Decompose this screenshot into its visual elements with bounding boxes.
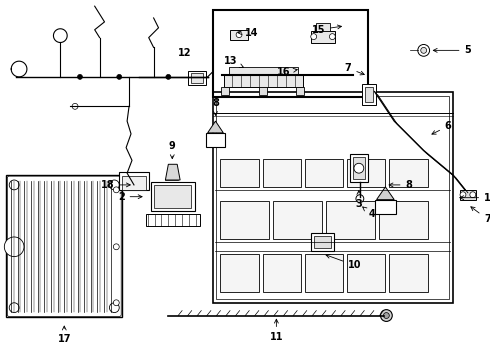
Circle shape [418, 45, 430, 56]
Circle shape [354, 163, 364, 173]
Text: 7: 7 [471, 207, 490, 224]
Bar [350, 154, 368, 182]
Text: 8: 8 [389, 180, 413, 190]
Circle shape [460, 192, 466, 198]
Text: 1: 1 [460, 193, 490, 203]
Circle shape [117, 75, 122, 79]
Bar [230, 30, 248, 40]
Bar [217, 95, 449, 299]
Text: 9: 9 [169, 141, 175, 159]
Circle shape [421, 48, 427, 53]
Circle shape [109, 180, 119, 190]
Circle shape [356, 195, 364, 203]
Bar [347, 159, 385, 186]
Bar [305, 254, 343, 292]
Text: 8: 8 [212, 98, 219, 116]
Polygon shape [166, 164, 180, 180]
Bar [122, 176, 146, 190]
Bar [220, 201, 269, 239]
Text: 7: 7 [344, 63, 364, 75]
Bar [316, 23, 330, 31]
Bar [220, 254, 259, 292]
Text: 13: 13 [223, 56, 244, 68]
Circle shape [311, 34, 317, 40]
Circle shape [166, 75, 171, 79]
Circle shape [4, 237, 24, 257]
Text: 4: 4 [363, 207, 375, 219]
Bar [273, 201, 322, 239]
Bar [314, 236, 331, 248]
Text: 18: 18 [100, 180, 130, 190]
Bar [188, 71, 206, 85]
Text: 11: 11 [270, 319, 283, 342]
Circle shape [109, 303, 119, 312]
Bar [213, 91, 453, 303]
Circle shape [77, 75, 82, 79]
Circle shape [380, 310, 392, 321]
Polygon shape [208, 121, 223, 133]
Bar [224, 75, 303, 87]
Bar [191, 73, 203, 83]
Bar [221, 87, 229, 95]
Bar [153, 185, 191, 208]
Text: 15: 15 [312, 25, 342, 35]
Text: 3: 3 [355, 190, 362, 208]
Bar [311, 233, 334, 251]
Bar [263, 159, 301, 186]
Circle shape [113, 244, 119, 250]
Bar [229, 67, 298, 75]
Text: 2: 2 [118, 192, 142, 202]
Bar [6, 175, 122, 318]
Circle shape [470, 192, 476, 198]
Text: 12: 12 [178, 48, 192, 58]
Circle shape [9, 180, 19, 190]
Bar [296, 87, 304, 95]
Text: 17: 17 [57, 326, 71, 344]
Bar [460, 190, 476, 200]
Circle shape [113, 187, 119, 193]
Bar [379, 201, 428, 239]
Text: 5: 5 [433, 45, 471, 55]
Circle shape [236, 32, 242, 37]
Bar [305, 159, 343, 186]
Bar [374, 200, 396, 214]
Circle shape [72, 103, 78, 109]
Circle shape [383, 312, 390, 319]
Bar [213, 10, 368, 96]
Bar [206, 133, 225, 147]
Text: 6: 6 [432, 121, 452, 134]
Bar [220, 159, 259, 186]
Bar [362, 84, 375, 105]
Circle shape [9, 303, 19, 312]
Bar [259, 87, 267, 95]
Circle shape [329, 34, 335, 40]
Bar [146, 214, 200, 226]
Text: 14: 14 [238, 28, 259, 38]
Text: 10: 10 [326, 255, 362, 270]
Bar [347, 254, 385, 292]
Bar [353, 157, 365, 179]
Bar [150, 182, 195, 211]
Bar [390, 254, 428, 292]
Bar [311, 31, 335, 42]
Polygon shape [376, 187, 394, 200]
Text: 16: 16 [276, 67, 297, 77]
Circle shape [113, 300, 119, 306]
Bar [119, 172, 148, 190]
Bar [390, 159, 428, 186]
Bar [326, 201, 375, 239]
Bar [365, 87, 372, 102]
Bar [263, 254, 301, 292]
